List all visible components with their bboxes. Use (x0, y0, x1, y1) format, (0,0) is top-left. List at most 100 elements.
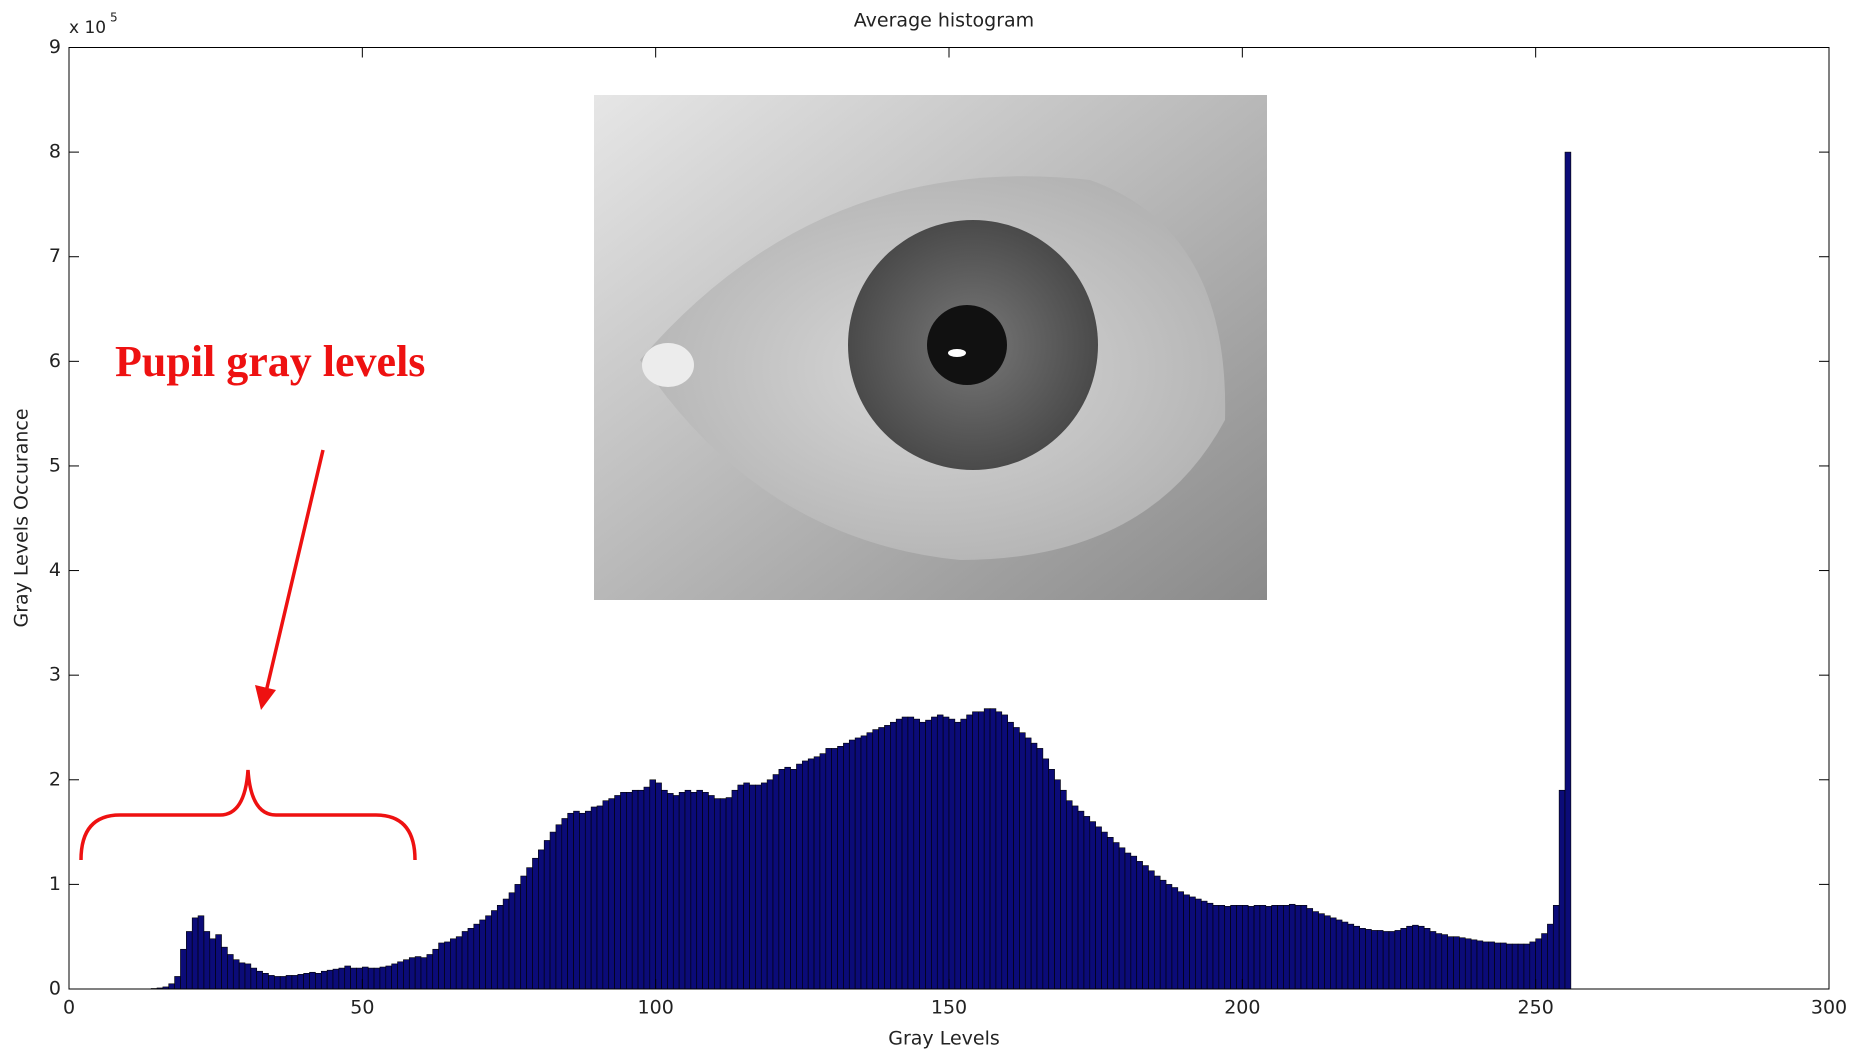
bar (1283, 905, 1290, 990)
bar (1148, 870, 1155, 990)
bar (555, 824, 563, 990)
bar (373, 967, 381, 990)
bar (737, 784, 744, 990)
bar (309, 971, 316, 990)
bar (1259, 905, 1267, 990)
bar (878, 727, 885, 990)
y-tick-label: 6 (49, 350, 61, 372)
bar (983, 708, 991, 990)
bar (221, 946, 228, 990)
bar (690, 792, 698, 990)
bar (367, 967, 375, 990)
bar (344, 965, 351, 990)
bar (549, 831, 557, 990)
bar (790, 769, 797, 990)
bar (180, 948, 187, 990)
bar (1347, 923, 1355, 990)
bar (584, 810, 592, 990)
bar (655, 782, 662, 990)
bar (1547, 923, 1554, 990)
bar (520, 875, 527, 990)
bar (1523, 943, 1531, 990)
annotation: Pupil gray levels (115, 337, 425, 386)
reflection (948, 349, 966, 357)
bar (860, 735, 868, 990)
bar (1324, 915, 1331, 990)
bar (1300, 905, 1308, 990)
bar (1406, 925, 1413, 990)
bar (473, 923, 480, 990)
bar (743, 782, 750, 990)
y-tick-label: 3 (49, 664, 61, 686)
bar (532, 857, 539, 990)
bar (972, 711, 979, 990)
bar (807, 758, 815, 990)
bar (1066, 800, 1073, 990)
bar (802, 760, 809, 990)
bar (1118, 847, 1126, 990)
bar (796, 763, 803, 990)
bar (444, 941, 451, 990)
x-tick-label: 50 (350, 997, 374, 1019)
bar (919, 721, 926, 990)
bar (755, 784, 762, 990)
bar (356, 967, 363, 990)
bar (637, 789, 645, 990)
bar (485, 915, 492, 990)
bar (379, 966, 387, 990)
bar (819, 753, 827, 990)
bar (1071, 805, 1079, 990)
bar (760, 782, 768, 990)
y-tick-label: 2 (49, 768, 61, 790)
bar (1459, 937, 1466, 990)
bar (1265, 906, 1272, 990)
bar (813, 756, 821, 990)
bar (778, 769, 786, 990)
bar (1335, 919, 1343, 990)
bar (526, 867, 533, 990)
bar (1095, 826, 1102, 990)
bar (1488, 941, 1495, 990)
y-tick-label: 7 (49, 245, 61, 267)
bar (414, 956, 422, 990)
eye-photo (594, 95, 1267, 600)
y-tick-label: 1 (49, 873, 61, 895)
pupil (927, 305, 1007, 385)
bar (989, 708, 997, 990)
bar (1212, 905, 1220, 990)
bar (1294, 905, 1302, 990)
x-tick-label: 250 (1518, 997, 1554, 1019)
bar (262, 973, 269, 990)
bar (1165, 884, 1173, 990)
bar (1453, 936, 1460, 990)
bar (1124, 852, 1132, 990)
bar (884, 725, 891, 990)
y-exponent-base: x 10 (69, 18, 106, 38)
bar (1400, 928, 1407, 990)
bar (913, 718, 920, 990)
bar (1083, 816, 1091, 990)
bar (1517, 943, 1525, 990)
bar (825, 748, 832, 990)
bar (1541, 933, 1548, 990)
bar (450, 938, 457, 990)
bar (479, 919, 486, 990)
bar (1177, 891, 1184, 990)
bar (661, 789, 668, 990)
bar (397, 961, 404, 990)
bar (1435, 933, 1443, 990)
bar (250, 967, 258, 990)
bar (420, 957, 428, 990)
bar (320, 970, 328, 990)
bar (1060, 789, 1067, 990)
bar (1107, 837, 1114, 990)
bar (1189, 896, 1196, 990)
bar (766, 779, 774, 990)
bar (455, 936, 463, 990)
bar (596, 805, 604, 990)
bar (1312, 911, 1319, 990)
bar (608, 798, 615, 990)
x-axis-label: Gray Levels (888, 1028, 1000, 1049)
bar (925, 719, 932, 990)
